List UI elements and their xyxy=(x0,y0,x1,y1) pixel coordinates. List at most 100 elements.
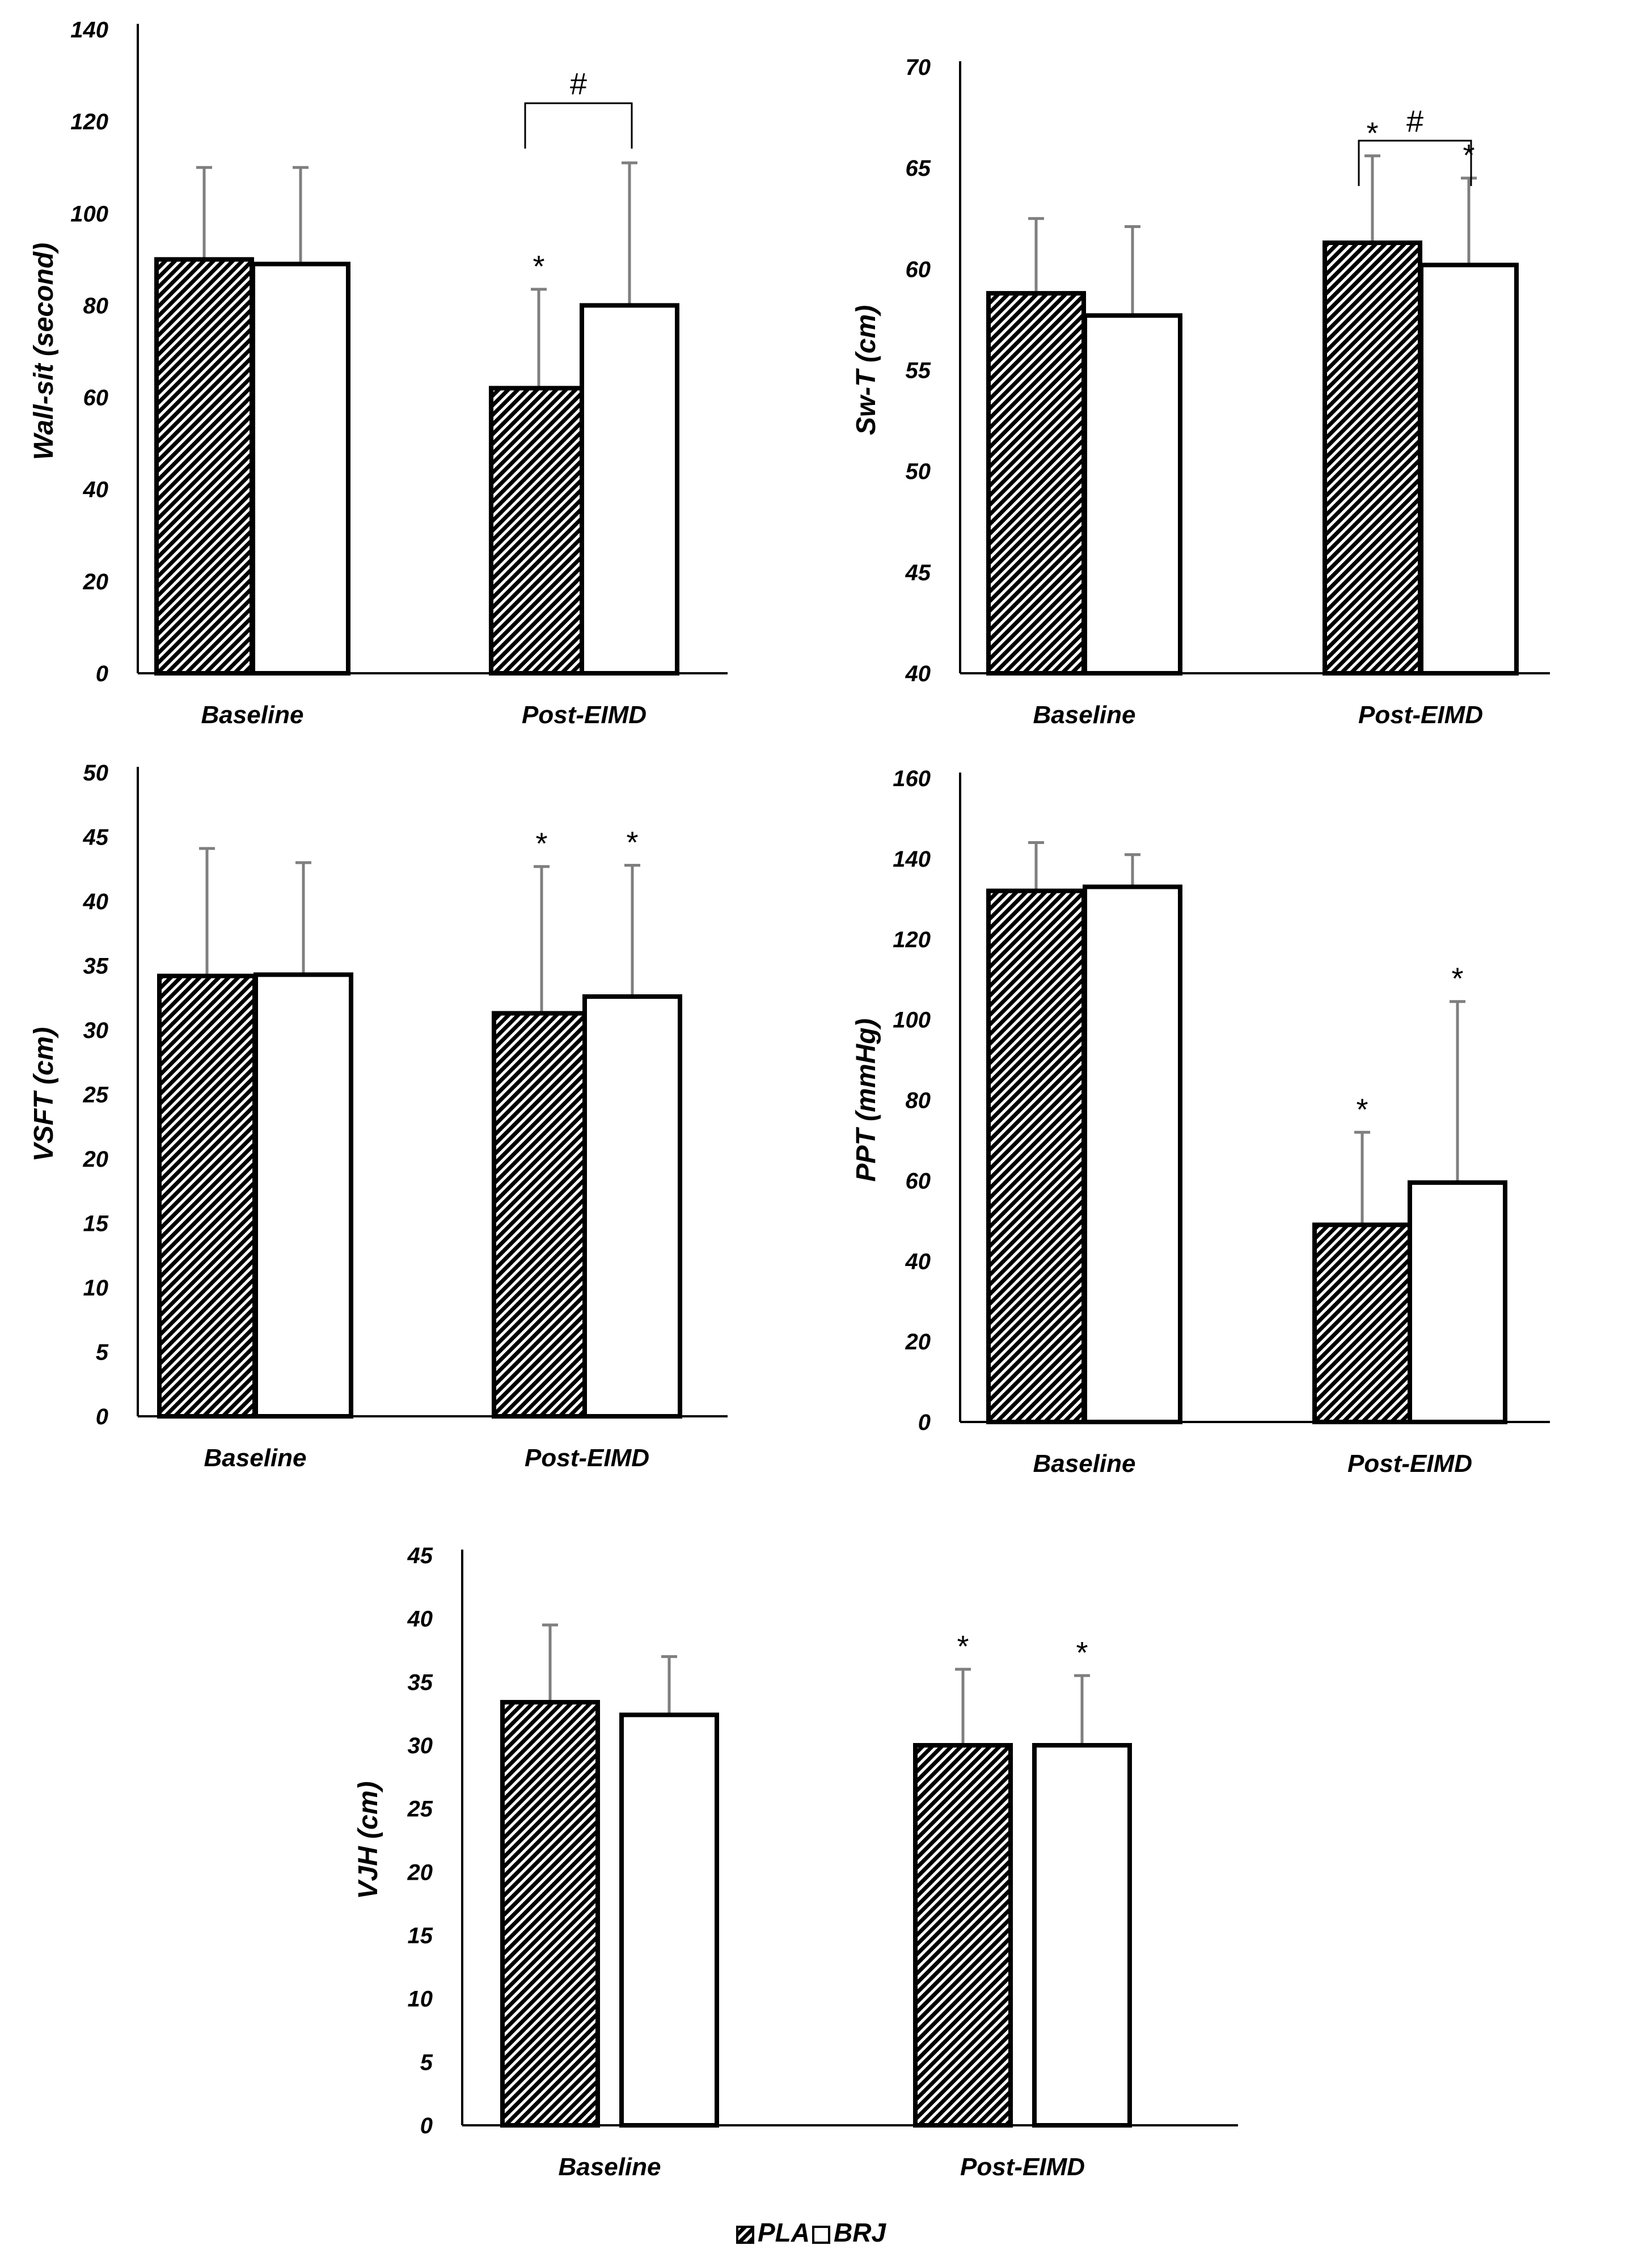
significance-star: * xyxy=(626,825,638,859)
y-tick-label: 45 xyxy=(407,1543,433,1568)
chart-wall-sit: 0 20 40 60 80 100 120 140 Wall-sit (second) Basel… xyxy=(29,18,728,729)
x-category-label: Baseline xyxy=(1033,701,1136,729)
y-tick-label: 50 xyxy=(906,459,931,484)
x-category-label: Baseline xyxy=(1033,1450,1136,1478)
y-tick-label: 35 xyxy=(83,954,109,979)
y-tick-label: 160 xyxy=(893,766,931,791)
legend-pla-label: PLA xyxy=(758,2218,810,2247)
chart-ppt: 0 20 40 60 80 100 120 140 160 PPT (mmHg) Baseline *… xyxy=(851,766,1550,1478)
y-tick-label: 5 xyxy=(420,2050,433,2075)
bar-brj-post-eimd xyxy=(580,303,679,676)
bar-pla-post-eimd xyxy=(1312,1222,1412,1424)
bar-pla-post-eimd xyxy=(913,1743,1013,2128)
chart-sw-t: 40 45 50 55 60 65 70 Sw-T (cm) Baseline * * Post-EI… xyxy=(851,55,1550,729)
y-tick-label: 55 xyxy=(906,358,931,383)
bar-brj-baseline xyxy=(253,972,353,1419)
y-tick-label: 0 xyxy=(96,661,108,686)
y-axis-title: VJH (cm) xyxy=(353,1781,383,1899)
bar-pla-post-eimd xyxy=(489,386,589,676)
y-tick-label: 20 xyxy=(905,1330,931,1354)
bar-pla-baseline xyxy=(154,257,254,676)
y-tick-label: 65 xyxy=(906,156,931,181)
bar-brj-baseline xyxy=(1083,313,1182,676)
y-tick-label: 35 xyxy=(408,1670,433,1695)
y-tick-label: 100 xyxy=(70,201,108,226)
y-tick-label: 140 xyxy=(70,18,108,43)
x-category-label: Post-EIMD xyxy=(525,1444,649,1472)
y-tick-label: 45 xyxy=(83,825,109,850)
legend: PLA BRJ xyxy=(736,2218,886,2247)
significance-star: * xyxy=(1356,1092,1368,1126)
bar-brj-post-eimd xyxy=(1408,1180,1507,1424)
y-tick-label: 60 xyxy=(83,386,109,411)
x-category-label: Baseline xyxy=(201,701,304,729)
y-tick-label: 20 xyxy=(83,569,109,594)
y-tick-label: 20 xyxy=(83,1147,109,1172)
y-tick-label: 45 xyxy=(905,560,931,585)
y-tick-label: 15 xyxy=(83,1212,109,1236)
chart-vsft: 0 5 10 15 20 25 30 35 40 45 50 VSFT (cm) Baseline * * P… xyxy=(29,761,728,1472)
y-tick-label: 10 xyxy=(408,1987,433,2012)
bar-pla-post-eimd xyxy=(1323,240,1422,676)
y-tick-label: 40 xyxy=(905,1249,931,1274)
x-category-label: Post-EIMD xyxy=(522,701,647,729)
y-tick-label: 80 xyxy=(906,1088,931,1113)
y-tick-label: 15 xyxy=(408,1923,433,1948)
bracket-hash: # xyxy=(570,67,587,101)
significance-star: * xyxy=(533,250,544,284)
bar-brj-baseline xyxy=(1083,884,1182,1424)
y-tick-label: 120 xyxy=(70,109,108,134)
y-tick-label: 40 xyxy=(83,478,109,503)
x-category-label: Baseline xyxy=(559,2153,661,2181)
y-tick-label: 30 xyxy=(83,1018,109,1043)
y-axis-title: VSFT (cm) xyxy=(29,1027,59,1162)
bar-pla-baseline xyxy=(157,973,257,1419)
bar-brj-post-eimd xyxy=(582,994,682,1419)
significance-bracket xyxy=(524,102,633,149)
bracket-hash: # xyxy=(1406,104,1423,138)
y-tick-label: 70 xyxy=(906,55,931,80)
legend-brj-label: BRJ xyxy=(834,2218,886,2247)
y-tick-label: 25 xyxy=(83,1083,109,1108)
significance-bracket xyxy=(1358,140,1472,186)
y-tick-label: 40 xyxy=(407,1607,433,1632)
y-tick-label: 60 xyxy=(906,257,931,282)
y-tick-label: 5 xyxy=(96,1340,109,1365)
y-tick-label: 80 xyxy=(83,293,109,318)
x-category-label: Post-EIMD xyxy=(1358,701,1483,729)
y-axis-title: PPT (mmHg) xyxy=(851,1019,881,1182)
bar-pla-baseline xyxy=(986,888,1086,1424)
bar-pla-baseline xyxy=(500,1700,600,2128)
y-tick-label: 0 xyxy=(420,2113,433,2138)
chart-vjh: 0 5 10 15 20 25 30 35 40 45 VJH (cm) Baseline * * Post… xyxy=(353,1543,1238,2181)
legend-pla-swatch xyxy=(736,2226,754,2244)
significance-star: * xyxy=(1451,962,1463,996)
y-tick-label: 10 xyxy=(83,1276,109,1301)
y-tick-label: 0 xyxy=(96,1404,108,1429)
y-tick-label: 100 xyxy=(893,1008,931,1033)
y-axis-title: Sw-T (cm) xyxy=(851,305,881,435)
significance-star: * xyxy=(535,827,547,861)
y-tick-label: 25 xyxy=(407,1797,433,1822)
x-category-label: Baseline xyxy=(204,1444,307,1472)
significance-star: * xyxy=(1076,1636,1088,1670)
y-tick-label: 60 xyxy=(906,1168,931,1193)
y-tick-label: 0 xyxy=(918,1410,931,1435)
bar-brj-post-eimd xyxy=(1419,263,1519,676)
significance-star: * xyxy=(1366,116,1378,150)
bar-brj-post-eimd xyxy=(1032,1743,1132,2128)
y-tick-label: 40 xyxy=(905,661,931,686)
y-tick-label: 50 xyxy=(83,761,109,786)
x-category-label: Post-EIMD xyxy=(960,2153,1085,2181)
bar-pla-baseline xyxy=(986,291,1086,676)
legend-brj-swatch xyxy=(812,2226,830,2244)
y-tick-label: 140 xyxy=(893,847,931,872)
significance-star: * xyxy=(957,1630,969,1664)
bar-brj-baseline xyxy=(251,261,350,676)
y-axis-title: Wall-sit (second) xyxy=(29,243,59,460)
y-tick-label: 40 xyxy=(83,889,109,914)
x-category-label: Post-EIMD xyxy=(1347,1450,1472,1478)
bar-pla-post-eimd xyxy=(492,1011,591,1419)
y-tick-label: 30 xyxy=(408,1733,433,1758)
